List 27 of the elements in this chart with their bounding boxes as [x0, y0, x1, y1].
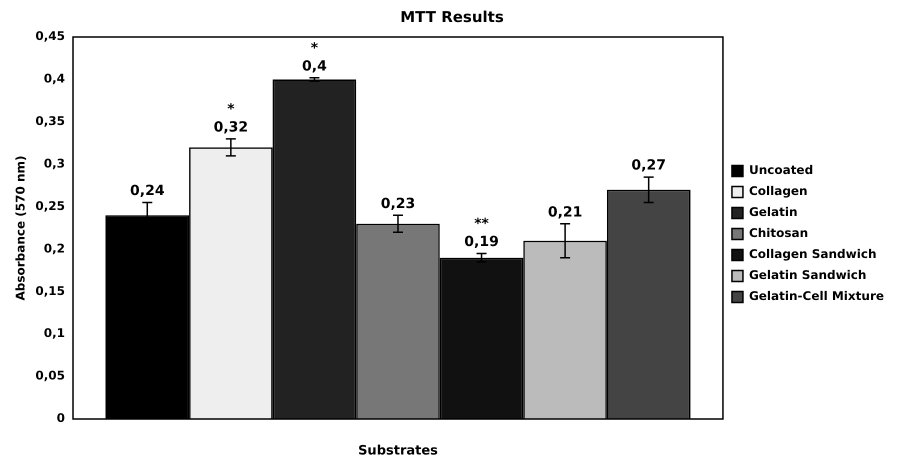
- legend-label: Uncoated: [748, 163, 814, 178]
- data-label: 0,27: [631, 158, 666, 174]
- x-axis-title: Substrates: [358, 444, 438, 459]
- y-tick-label: 0: [56, 411, 66, 426]
- legend-label: Collagen: [748, 184, 808, 198]
- y-tick-label: 0,4: [44, 72, 66, 86]
- data-label: * 0,4: [302, 40, 328, 74]
- data-label: 0,23: [380, 196, 416, 212]
- legend-label: Chitosan: [748, 226, 808, 240]
- y-tick-label: 0,1: [44, 326, 66, 340]
- legend-label: Gelatin-Cell Mixture: [748, 289, 884, 304]
- legend-label: Gelatin: [748, 205, 798, 220]
- legend-label: Gelatin Sandwich: [748, 268, 866, 282]
- y-tick-label: 0,05: [35, 368, 66, 383]
- y-tick-label: 0,45: [35, 29, 66, 44]
- y-tick-label: 0,35: [35, 114, 66, 128]
- y-tick-label: 0,3: [44, 156, 66, 170]
- y-tick-label: 0,15: [35, 284, 66, 298]
- data-label: * 0,32: [214, 102, 248, 136]
- data-label: ** 0,19: [464, 216, 499, 250]
- data-label: 0,21: [548, 204, 582, 220]
- data-label: 0,24: [130, 183, 165, 200]
- y-tick-label: 0,2: [44, 241, 66, 256]
- y-axis-title: Absorbance (570 nm): [13, 155, 28, 301]
- legend-label: Collagen Sandwich: [748, 247, 877, 262]
- chart-title: MTT Results: [400, 8, 504, 26]
- y-tick-label: 0,25: [35, 198, 66, 213]
